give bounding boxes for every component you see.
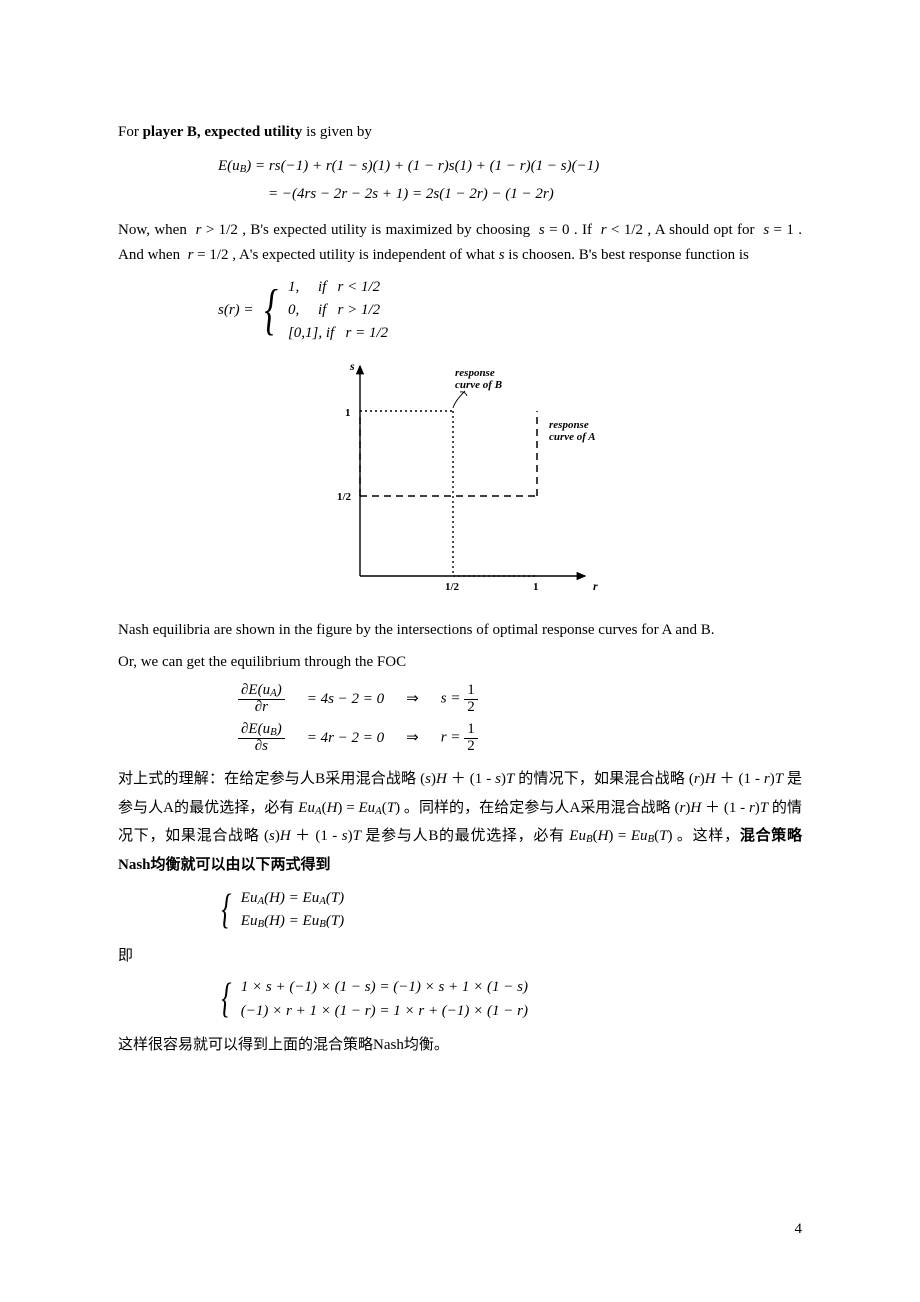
case-line: [0,1], if r = 1/2 bbox=[288, 322, 388, 345]
text-bold: 混合策略Nash均衡就可以由以下两式得到 bbox=[118, 828, 802, 873]
case-line: 1 × s + (−1) × (1 − s) = (−1) × s + 1 × … bbox=[241, 976, 528, 999]
case-line: EuB(H) = EuB(T) bbox=[241, 910, 344, 933]
svg-text:1/2: 1/2 bbox=[445, 581, 460, 593]
svg-text:curve of B: curve of B bbox=[455, 379, 502, 391]
body-paragraph: Now, when r > 1/2 , B's expected utility… bbox=[118, 218, 802, 268]
diagram-svg: 1 1/2 1/2 1 s r response curve of B resp… bbox=[305, 356, 615, 606]
text-bold: player B, expected utility bbox=[143, 124, 303, 140]
brace-icon: { bbox=[221, 981, 231, 1019]
eq-line: E(uB) = rs(−1) + r(1 − s)(1) + (1 − r)s(… bbox=[218, 153, 802, 181]
body-paragraph: Or, we can get the equilibrium through t… bbox=[118, 650, 802, 675]
brace-icon: { bbox=[264, 285, 277, 335]
case-line: EuA(H) = EuA(T) bbox=[241, 887, 344, 910]
response-curve-diagram: 1 1/2 1/2 1 s r response curve of B resp… bbox=[118, 356, 802, 606]
arrow-icon: ⇒ bbox=[406, 686, 419, 714]
text: is given by bbox=[302, 124, 372, 140]
eq-line: = −(4rs − 2r − 2s + 1) = 2s(1 − 2r) − (1… bbox=[218, 181, 802, 209]
svg-text:response: response bbox=[455, 367, 495, 379]
svg-text:s: s bbox=[349, 359, 355, 373]
page: For player B, expected utility is given … bbox=[0, 0, 920, 1302]
equation-best-response: s(r) = { 1, if r < 1/2 0, if r > 1/2 [0,… bbox=[118, 276, 802, 346]
text: For bbox=[118, 124, 143, 140]
svg-text:r: r bbox=[593, 579, 598, 593]
math-lhs: s(r) = bbox=[218, 297, 254, 325]
case-line: 0, if r > 1/2 bbox=[288, 299, 388, 322]
intro-paragraph: For player B, expected utility is given … bbox=[118, 120, 802, 145]
page-number: 4 bbox=[795, 1217, 803, 1242]
equation-expected-utility: E(uB) = rs(−1) + r(1 − s)(1) + (1 − r)s(… bbox=[118, 153, 802, 209]
svg-text:1: 1 bbox=[345, 407, 351, 419]
svg-text:1/2: 1/2 bbox=[337, 491, 352, 503]
foc-row: ∂E(uB)∂s = 4r − 2 = 0 ⇒ r = 12 bbox=[238, 722, 802, 755]
equation-foc: ∂E(uA)∂r = 4s − 2 = 0 ⇒ s = 12 ∂E(uB)∂s … bbox=[118, 683, 802, 755]
foc-row: ∂E(uA)∂r = 4s − 2 = 0 ⇒ s = 12 bbox=[238, 683, 802, 716]
body-paragraph-cjk: 对上式的理解：在给定参与人B采用混合战略 (s)H ＋ (1 - s)T 的情况… bbox=[118, 765, 802, 879]
equation-system-2: { 1 × s + (−1) × (1 − s) = (−1) × s + 1 … bbox=[118, 976, 802, 1023]
case-line: (−1) × r + 1 × (1 − r) = 1 × r + (−1) × … bbox=[241, 1000, 528, 1023]
body-paragraph-cjk: 这样很容易就可以得到上面的混合策略Nash均衡。 bbox=[118, 1033, 802, 1058]
svg-text:response: response bbox=[549, 419, 589, 431]
case-line: 1, if r < 1/2 bbox=[288, 276, 388, 299]
svg-text:1: 1 bbox=[533, 581, 539, 593]
body-paragraph-cjk: 即 bbox=[118, 944, 802, 969]
cases: 1, if r < 1/2 0, if r > 1/2 [0,1], if r … bbox=[288, 276, 388, 346]
brace-icon: { bbox=[221, 892, 231, 930]
equation-system-1: { EuA(H) = EuA(T) EuB(H) = EuB(T) bbox=[118, 887, 802, 934]
arrow-icon: ⇒ bbox=[406, 725, 419, 753]
body-paragraph: Nash equilibria are shown in the figure … bbox=[118, 618, 802, 643]
svg-text:curve of A: curve of A bbox=[549, 431, 596, 443]
